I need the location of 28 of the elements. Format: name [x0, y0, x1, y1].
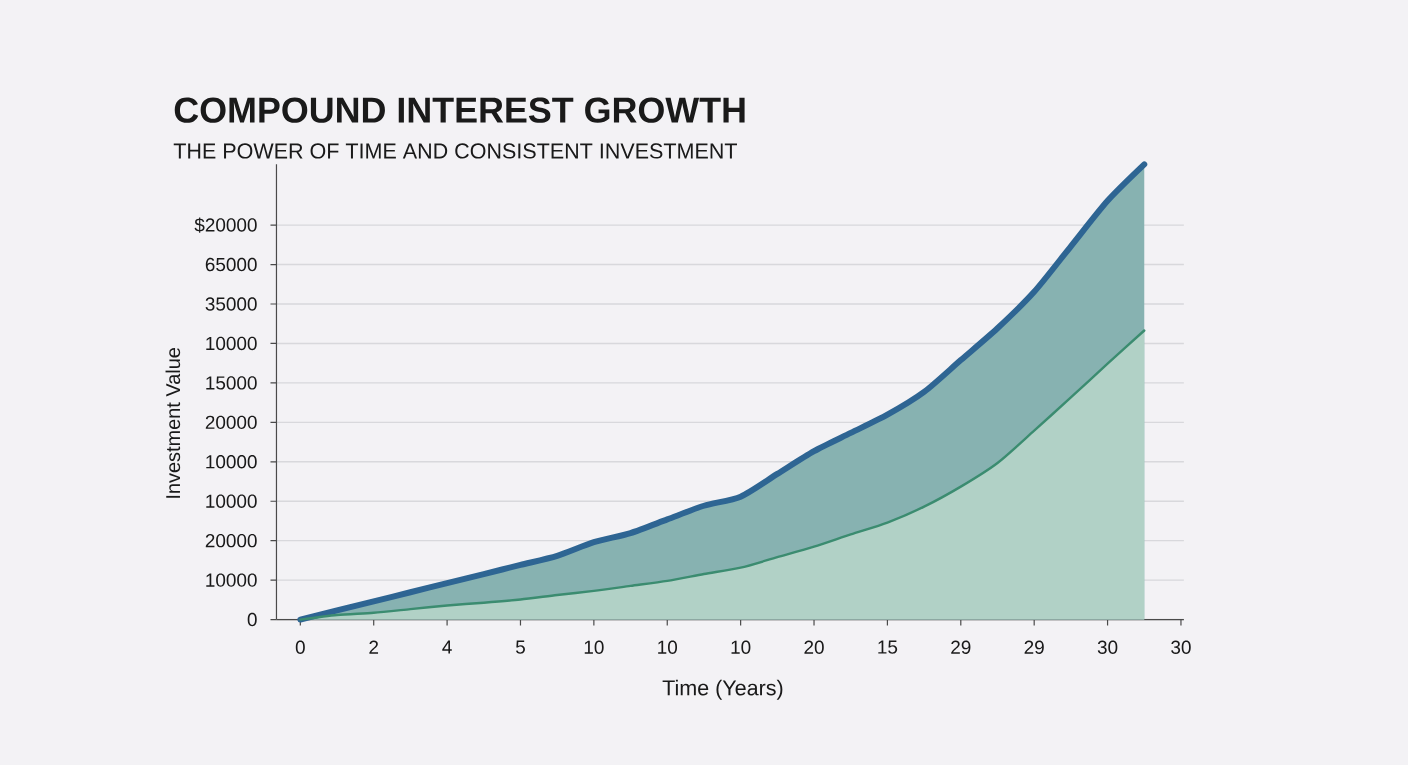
text: 65000	[205, 257, 257, 272]
x-tick-label: 0	[295, 640, 305, 654]
text: 10000	[206, 336, 257, 351]
x-tick-label: 10	[584, 640, 604, 654]
x-tick-label: 15	[878, 640, 898, 654]
text: 35000	[205, 297, 257, 311]
x-tick-label: 30	[1171, 640, 1191, 654]
text: 10000	[206, 455, 257, 469]
x-axis-title: Time (Years)	[662, 679, 783, 700]
chart-subtitle: THE POWER OF TIME AND CONSISTENT INVESTMENT	[173, 143, 737, 159]
text: 10000	[206, 494, 257, 508]
text: 15000	[206, 376, 257, 390]
x-tick-label: 29	[951, 640, 971, 654]
x-tick-label: 4	[442, 640, 452, 654]
x-tick-label: 30	[1097, 640, 1118, 654]
x-tick-label: 20	[804, 640, 824, 654]
chart-title: COMPOUND INTEREST GROWTH	[174, 97, 745, 123]
text: 20000	[205, 533, 257, 548]
text: $20000	[194, 217, 257, 233]
x-tick-label: 29	[1024, 640, 1044, 654]
text: 0	[247, 612, 257, 627]
x-tick-label: 5	[515, 640, 525, 654]
x-tick-label: 2	[369, 640, 379, 654]
x-tick-label: 10	[731, 640, 751, 654]
y-axis-title: Investment Value	[165, 348, 181, 498]
text: 20000	[205, 415, 257, 430]
text: 10000	[206, 573, 257, 587]
x-tick-label: 10	[658, 640, 678, 654]
